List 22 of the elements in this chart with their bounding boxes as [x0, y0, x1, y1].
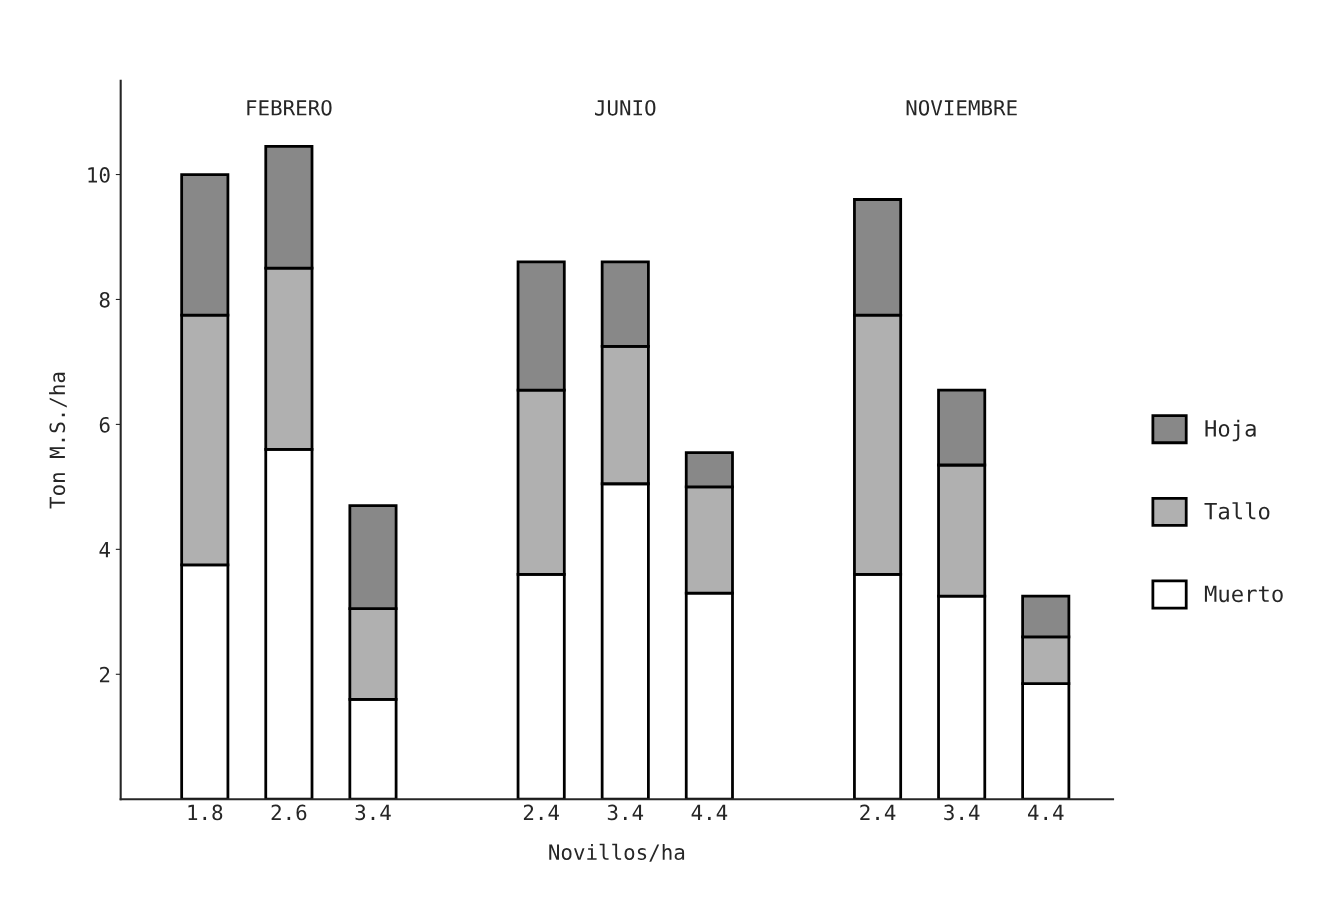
x-tick-label: 3.4 — [944, 804, 980, 821]
x-axis-title: Novillos/ha — [549, 843, 685, 862]
legend-label: Muerto — [1204, 585, 1283, 603]
x-tick-label: 2.4 — [523, 804, 559, 821]
x-tick-label: 2.6 — [271, 804, 307, 821]
x-tick-label: 3.4 — [355, 804, 391, 821]
x-tick-label: 4.4 — [691, 804, 728, 821]
annotation: FEBRERO — [247, 99, 332, 116]
x-tick-label: 2.4 — [860, 804, 896, 821]
y-tick-label: 8 — [99, 291, 110, 308]
x-tick-label: 3.4 — [607, 804, 644, 821]
annotation: NOVIEMBRE — [906, 99, 1017, 116]
annotation: JUNIO — [595, 99, 656, 116]
x-tick-label: 1.8 — [188, 804, 223, 821]
y-tick-label: 10 — [88, 167, 110, 183]
legend-label: Tallo — [1204, 502, 1270, 520]
x-tick-label: 4.4 — [1027, 804, 1064, 821]
y-axis-title: Ton M.S./ha — [49, 372, 67, 509]
y-tick-label: 2 — [99, 666, 110, 683]
y-tick-label: 6 — [99, 416, 110, 433]
legend-label: Hoja — [1205, 419, 1256, 442]
y-tick-label: 4 — [99, 542, 110, 558]
